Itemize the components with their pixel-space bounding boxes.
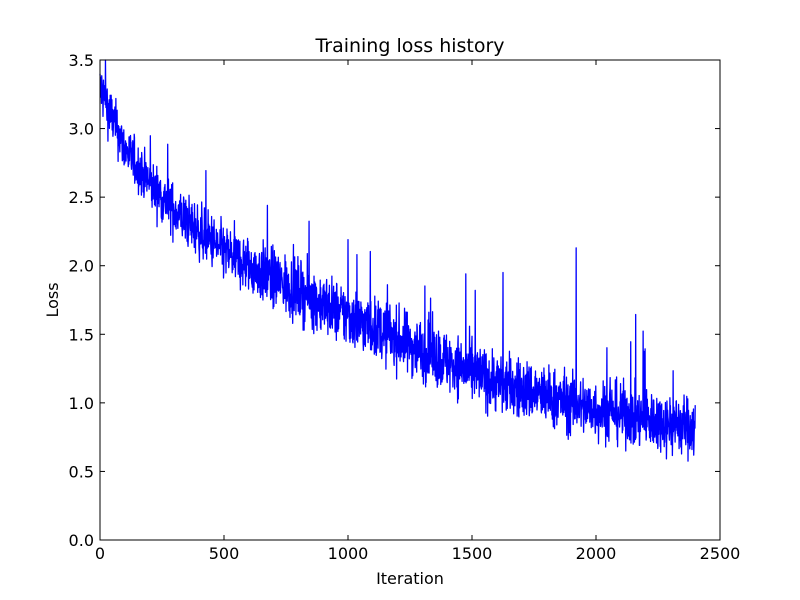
x-tick-label: 2500 (700, 544, 741, 563)
x-axis-label: Iteration (376, 569, 444, 588)
x-tick-label: 1500 (452, 544, 493, 563)
x-tick-label: 2000 (576, 544, 617, 563)
y-axis-label: Loss (43, 282, 62, 317)
plot-area (99, 59, 696, 462)
y-tick-label: 2.5 (69, 188, 94, 207)
y-tick-label: 1.5 (69, 325, 94, 344)
plot-frame (99, 59, 721, 541)
y-tick-label: 1.0 (69, 394, 94, 413)
chart-title: Training loss history (314, 35, 504, 57)
y-tick-label: 3.5 (69, 51, 94, 70)
x-axis-ticks: 0 500 1000 1500 2000 2500 (95, 60, 740, 563)
y-tick-label: 0.0 (69, 531, 94, 550)
x-tick-label: 0 (95, 544, 105, 563)
y-tick-label: 0.5 (69, 462, 94, 481)
x-tick-label: 500 (209, 544, 240, 563)
loss-series-line (99, 59, 696, 462)
y-axis-ticks: 0.0 0.5 1.0 1.5 2.0 2.5 3.0 3.5 (69, 51, 720, 550)
y-tick-label: 3.0 (69, 120, 94, 139)
y-tick-label: 2.0 (69, 257, 94, 276)
x-tick-label: 1000 (328, 544, 369, 563)
